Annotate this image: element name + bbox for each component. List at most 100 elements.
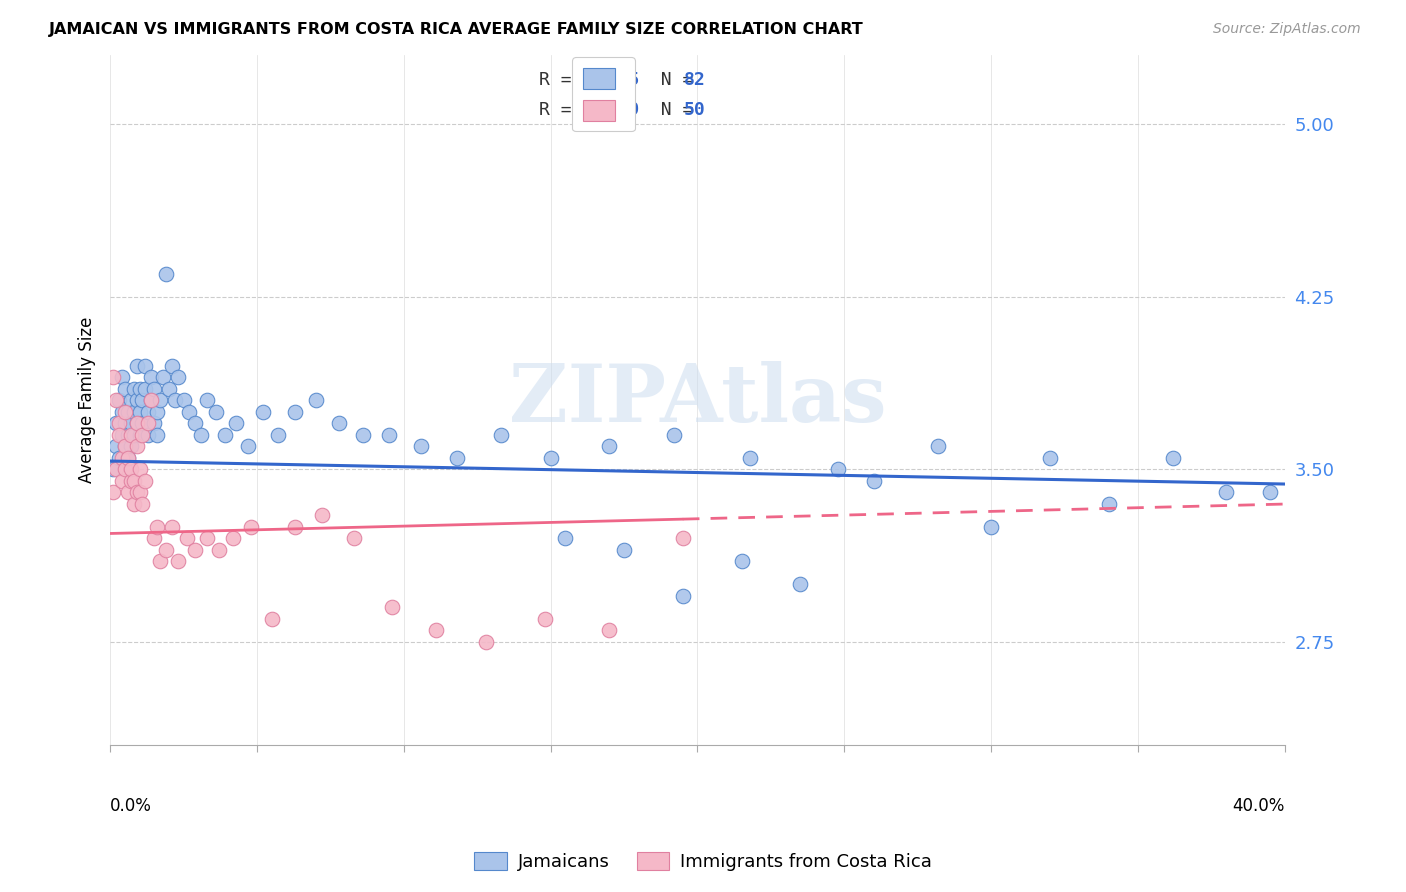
Point xyxy=(128,404,150,418)
Point xyxy=(108,427,131,442)
Point xyxy=(240,519,263,533)
Point xyxy=(122,474,145,488)
Point xyxy=(352,427,374,442)
Point xyxy=(114,439,136,453)
Point xyxy=(149,554,172,568)
Point xyxy=(789,577,811,591)
Point xyxy=(138,416,160,430)
Point xyxy=(111,450,134,465)
Point xyxy=(1039,450,1062,465)
Point xyxy=(141,370,163,384)
Point xyxy=(108,416,131,430)
Text: -0.065: -0.065 xyxy=(574,71,640,89)
Point xyxy=(730,554,752,568)
Point xyxy=(179,404,201,418)
Text: 40.0%: 40.0% xyxy=(1233,797,1285,814)
Point xyxy=(672,589,695,603)
Point xyxy=(214,427,236,442)
Point xyxy=(740,450,762,465)
Text: 0.029: 0.029 xyxy=(574,102,640,120)
Point xyxy=(160,519,183,533)
Point xyxy=(208,542,231,557)
Point xyxy=(533,611,555,625)
Point xyxy=(101,485,124,500)
Point xyxy=(475,634,498,648)
Y-axis label: Average Family Size: Average Family Size xyxy=(79,317,96,483)
Point xyxy=(108,450,131,465)
Point xyxy=(131,497,153,511)
Point xyxy=(381,600,404,615)
Legend: , : , xyxy=(572,57,636,131)
Point xyxy=(195,531,218,545)
Point xyxy=(343,531,366,545)
Point xyxy=(125,359,148,373)
Point xyxy=(184,416,207,430)
Point xyxy=(143,382,166,396)
Point xyxy=(128,382,150,396)
Point xyxy=(128,485,150,500)
Point xyxy=(446,450,468,465)
Point xyxy=(120,393,142,408)
Point xyxy=(554,531,576,545)
Point xyxy=(155,542,177,557)
Point xyxy=(195,393,218,408)
Point xyxy=(190,427,212,442)
Point xyxy=(146,519,169,533)
Point xyxy=(125,416,148,430)
Point xyxy=(425,623,447,637)
Point xyxy=(138,404,160,418)
Point xyxy=(114,404,136,418)
Point xyxy=(1097,497,1119,511)
Point xyxy=(862,474,884,488)
Point xyxy=(120,462,142,476)
Point xyxy=(613,542,636,557)
Point xyxy=(111,474,134,488)
Point xyxy=(598,623,620,637)
Point xyxy=(101,462,124,476)
Point xyxy=(111,404,134,418)
Point xyxy=(155,267,177,281)
Point xyxy=(252,404,274,418)
Point xyxy=(120,427,142,442)
Text: N =: N = xyxy=(638,102,704,120)
Point xyxy=(105,416,128,430)
Point xyxy=(117,485,139,500)
Text: R =: R = xyxy=(538,71,582,89)
Point xyxy=(122,427,145,442)
Point xyxy=(152,370,174,384)
Point xyxy=(163,393,186,408)
Point xyxy=(1215,485,1237,500)
Point xyxy=(138,427,160,442)
Point xyxy=(1258,485,1281,500)
Point xyxy=(489,427,512,442)
Point xyxy=(143,416,166,430)
Point xyxy=(101,370,124,384)
Point xyxy=(105,439,128,453)
Text: 82: 82 xyxy=(683,71,706,89)
Point xyxy=(105,393,128,408)
Point xyxy=(328,416,350,430)
Point xyxy=(134,382,156,396)
Point xyxy=(157,382,180,396)
Point xyxy=(105,462,128,476)
Text: ZIPAtlas: ZIPAtlas xyxy=(509,361,886,439)
Point xyxy=(117,427,139,442)
Point xyxy=(827,462,849,476)
Point xyxy=(540,450,562,465)
Point xyxy=(117,450,139,465)
Point xyxy=(120,439,142,453)
Text: R =: R = xyxy=(538,102,582,120)
Point xyxy=(160,359,183,373)
Text: 50: 50 xyxy=(683,102,706,120)
Point xyxy=(134,474,156,488)
Point xyxy=(125,439,148,453)
Point xyxy=(411,439,433,453)
Point xyxy=(143,531,166,545)
Point xyxy=(131,416,153,430)
Point xyxy=(225,416,247,430)
Point xyxy=(125,485,148,500)
Point xyxy=(284,519,307,533)
Point xyxy=(662,427,685,442)
Point xyxy=(114,439,136,453)
Point xyxy=(111,370,134,384)
